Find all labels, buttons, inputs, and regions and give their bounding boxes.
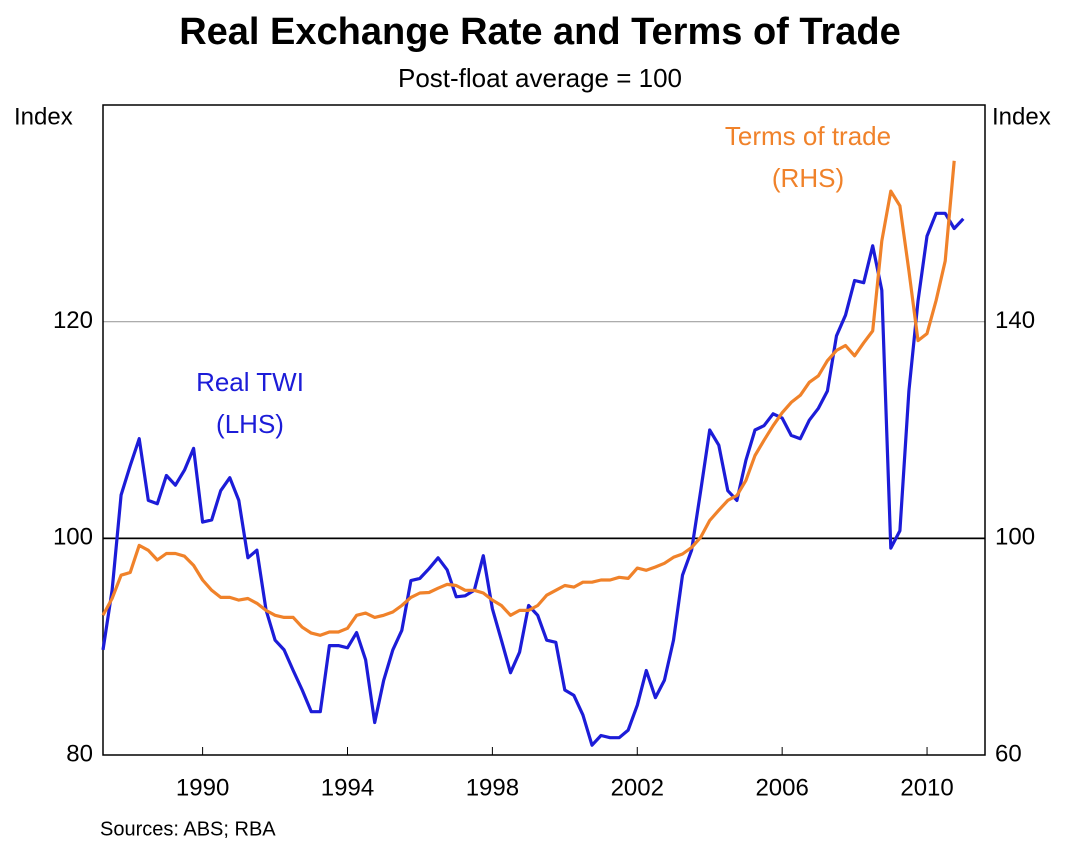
y2-tick-label: 140 [995,307,1035,334]
y2-tick-label: 100 [995,524,1035,551]
series-line [101,211,965,747]
x-tick-label: 1990 [176,774,229,801]
chart-subtitle: Post-float average = 100 [398,63,682,93]
series-line [101,160,956,637]
plot-frame [102,104,986,756]
x-tick-label: 1998 [466,774,519,801]
x-tick-label: 1994 [321,774,374,801]
source-note: Sources: ABS; RBA [100,818,276,840]
y2-axis-label: Index [992,103,1051,130]
series-annotation: (LHS) [216,409,284,439]
series-annotation: Real TWI [196,367,304,397]
y-tick-label: 100 [53,524,93,551]
x-tick-label: 2010 [900,774,953,801]
y-tick-label: 120 [53,307,93,334]
y-tick-label: 80 [66,740,93,767]
x-tick-label: 2002 [611,774,664,801]
series-annotation: Terms of trade [725,121,891,151]
y-axis-label: Index [14,103,73,130]
chart-title: Real Exchange Rate and Terms of Trade [179,11,901,53]
x-tick-label: 2006 [755,774,808,801]
y2-tick-label: 60 [995,740,1022,767]
series-annotation: (RHS) [772,163,844,193]
